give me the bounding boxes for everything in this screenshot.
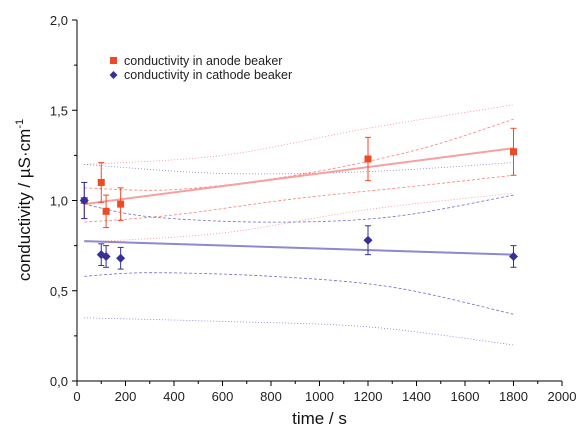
cathode-data-point — [509, 252, 518, 261]
x-tick-label: 400 — [163, 389, 185, 404]
y-axis-label: conductivity / µS·cm-1 — [14, 119, 34, 281]
fit-lines — [84, 148, 513, 254]
anode-data-point — [510, 148, 517, 155]
confidence-bands — [84, 105, 513, 345]
x-tick-label: 1000 — [305, 389, 334, 404]
y-tick-label: 0,5 — [50, 284, 68, 299]
cathode-confidence-band-upper — [84, 195, 513, 222]
x-tick-label: 200 — [115, 389, 137, 404]
anode-confidence-band-lower — [84, 175, 513, 222]
x-tick-label: 2000 — [548, 389, 577, 404]
x-tick-label: 0 — [73, 389, 80, 404]
anode-data-point — [98, 179, 105, 186]
anode-data-point — [365, 155, 372, 162]
y-tick-label: 0,0 — [50, 374, 68, 389]
anode-data-point — [117, 201, 124, 208]
cathode-prediction-band-lower — [84, 318, 513, 345]
legend-marker-anode — [110, 57, 117, 64]
data-markers — [80, 148, 518, 262]
y-axis-label-main: conductivity / µS·cm — [15, 129, 34, 281]
x-tick-label: 600 — [212, 389, 234, 404]
cathode-data-point — [364, 236, 373, 245]
legend-marker-cathode — [110, 71, 118, 79]
y-tick-label: 1,0 — [50, 194, 68, 209]
legend: conductivity in anode beaker conductivit… — [110, 54, 293, 82]
y-ticks: 0,0 0,5 1,0 1,5 2,0 — [50, 13, 77, 389]
cathode-prediction-band-upper — [84, 163, 513, 174]
anode-prediction-band-upper — [84, 105, 513, 165]
x-tick-label: 800 — [260, 389, 282, 404]
x-tick-label: 1400 — [402, 389, 431, 404]
x-axis-label: time / s — [292, 409, 347, 428]
anode-prediction-band-lower — [84, 193, 513, 242]
legend-label-cathode: conductivity in cathode beaker — [124, 68, 292, 82]
anode-fit-line — [84, 148, 513, 204]
cathode-data-point — [116, 254, 125, 263]
y-axis-label-exponent: -1 — [14, 119, 26, 129]
x-ticks: 0 200 400 600 800 1000 1200 1400 1600 1800 2000 — [73, 381, 576, 404]
x-tick-label: 1800 — [499, 389, 528, 404]
anode-data-point — [103, 208, 110, 215]
y-tick-label: 2,0 — [50, 13, 68, 28]
x-tick-label: 1200 — [354, 389, 383, 404]
cathode-fit-line — [84, 241, 513, 255]
cathode-confidence-band-lower — [84, 273, 513, 315]
legend-label-anode: conductivity in anode beaker — [124, 54, 282, 68]
x-tick-label: 1600 — [451, 389, 480, 404]
y-tick-label: 1,5 — [50, 103, 68, 118]
anode-confidence-band-upper — [84, 119, 513, 190]
